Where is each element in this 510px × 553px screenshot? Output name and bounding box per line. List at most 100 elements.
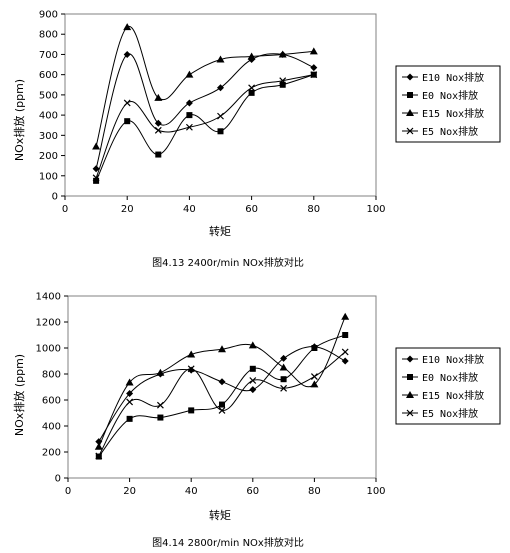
data-point-triangle [187,350,196,358]
chart-2-series-group [94,312,350,460]
y-tick-label: 1000 [36,344,61,355]
y-tick-label: 1400 [36,292,61,303]
chart-2-plot-area [67,295,377,479]
legend-label: E0 Nox排放 [422,89,478,102]
legend-marker-x [406,409,414,417]
y-tick-label: 800 [39,30,58,41]
chart-2-legend: E10 Nox排放 E0 Nox排放 E15 Nox排放 E5 Nox排放 [395,347,501,425]
legend-marker-x [406,127,414,135]
series-square [93,71,317,184]
legend-marker-square [407,374,413,380]
legend-label: E5 Nox排放 [422,407,478,420]
legend-marker-triangle [406,391,414,398]
legend-label: E10 Nox排放 [422,353,484,366]
data-point-square [311,345,318,351]
chart-1-series-group [92,23,318,184]
data-point-x [248,84,256,92]
legend-entry: E0 Nox排放 [402,89,478,102]
chart-1-legend: E10 Nox排放 E0 Nox排放 E15 Nox排放 E5 Nox排放 [395,65,501,143]
chart-2-x-tick-labels: 0 20 40 60 80 100 [65,478,386,497]
chart-1-y-axis-label: NOx排放 (ppm) [12,79,26,161]
y-tick-label: 200 [42,448,61,459]
data-point-square [155,151,162,158]
legend-entry: E5 Nox排放 [402,125,478,138]
chart-2-legend-box [395,347,501,425]
data-point-square [124,118,131,125]
legend-marker-triangle [406,109,414,116]
series-triangle [92,23,318,150]
chart-2-caption: 图4.14 2800r/min NOx排放对比 [152,536,304,549]
data-point-diamond [310,64,318,72]
data-point-diamond [280,354,288,362]
x-tick-label: 60 [246,486,259,497]
data-point-x [126,398,134,406]
y-tick-label: 0 [55,474,61,485]
data-point-triangle [94,442,103,450]
data-point-triangle [185,70,194,78]
data-point-square [93,177,100,184]
chart-2-y-tick-labels: 0 200 400 600 800 1000 1200 1400 [36,292,68,485]
data-point-square [342,332,349,338]
series-square [95,332,349,460]
data-point-x [154,126,162,134]
data-point-triangle [123,23,132,31]
chart-1-y-tick-labels: 0 100 200 300 400 500 600 700 800 900 [39,10,65,203]
data-point-diamond [217,84,224,92]
data-point-triangle [247,52,256,60]
data-point-x [341,348,349,356]
data-point-x [310,373,318,381]
x-tick-label: 40 [183,204,196,215]
data-point-x [249,377,257,384]
legend-label: E5 Nox排放 [422,125,478,138]
y-tick-label: 600 [42,396,61,407]
y-tick-label: 200 [39,151,58,162]
data-point-x [280,384,288,392]
data-point-triangle [92,142,101,150]
data-point-square [186,112,193,119]
data-point-diamond [185,99,193,107]
y-tick-label: 0 [52,192,58,203]
data-point-x [218,406,226,414]
data-point-x [156,401,164,409]
data-point-diamond [341,357,349,365]
data-point-square [217,128,224,135]
data-point-triangle [309,47,318,55]
data-point-square [280,376,287,383]
legend-label: E15 Nox排放 [422,389,484,402]
chart-2-x-axis-label: 转矩 [209,508,231,522]
chart-2-legend-entries: E10 Nox排放 E0 Nox排放 E15 Nox排放 E5 Nox排放 [402,353,484,420]
x-tick-label: 100 [366,204,385,215]
data-point-x [123,99,131,107]
legend-marker-diamond [406,355,414,363]
x-tick-label: 20 [123,486,136,497]
series-triangle [94,312,350,450]
data-point-triangle [278,50,287,58]
data-point-diamond [92,165,100,173]
x-tick-label: 0 [65,486,71,497]
y-tick-label: 300 [39,131,58,142]
x-tick-label: 60 [245,204,258,215]
data-point-square [279,81,286,88]
series-x [92,71,318,182]
legend-entry: E15 Nox排放 [402,389,484,402]
data-point-square [248,89,255,96]
x-tick-label: 0 [62,204,68,215]
data-point-triangle [125,378,134,386]
x-tick-label: 100 [366,486,385,497]
legend-label: E15 Nox排放 [422,107,484,120]
data-point-diamond [249,386,257,394]
y-tick-label: 700 [39,50,58,61]
chart-1-x-axis-label: 转矩 [209,224,231,238]
data-point-diamond [154,119,162,127]
legend-marker-diamond [406,73,414,81]
data-point-square [126,415,133,422]
legend-entry: E10 Nox排放 [402,71,484,84]
chart-1-legend-entries: E10 Nox排放 E0 Nox排放 E15 Nox排放 E5 Nox排放 [402,71,484,138]
data-point-x [279,77,287,85]
data-point-x [185,123,193,131]
data-point-x [310,71,318,79]
data-point-x [95,452,103,460]
data-point-triangle [279,363,288,371]
chart-2-y-axis-label: NOx排放 (ppm) [12,354,26,436]
